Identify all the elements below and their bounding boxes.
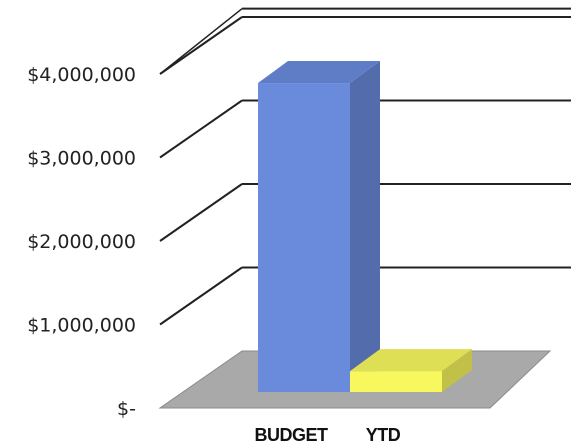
y-tick-label: $- <box>117 398 136 420</box>
bar-budget <box>258 61 380 393</box>
gridline <box>159 16 571 75</box>
x-tick-label: BUDGET <box>255 425 329 445</box>
bars <box>258 61 472 393</box>
y-tick-label: $1,000,000 <box>27 315 136 337</box>
y-tick-label: $4,000,000 <box>27 64 136 86</box>
y-tick-label: $2,000,000 <box>27 231 136 253</box>
bar-ytd <box>350 349 472 392</box>
x-tick-label: YTD <box>366 425 401 445</box>
y-tick-labels: $- $1,000,000 $2,000,000 $3,000,000 $4,000,0… <box>27 64 136 420</box>
wall-top <box>159 7 571 75</box>
x-tick-labels: BUDGET YTD <box>255 425 402 445</box>
y-tick-label: $3,000,000 <box>27 148 136 170</box>
